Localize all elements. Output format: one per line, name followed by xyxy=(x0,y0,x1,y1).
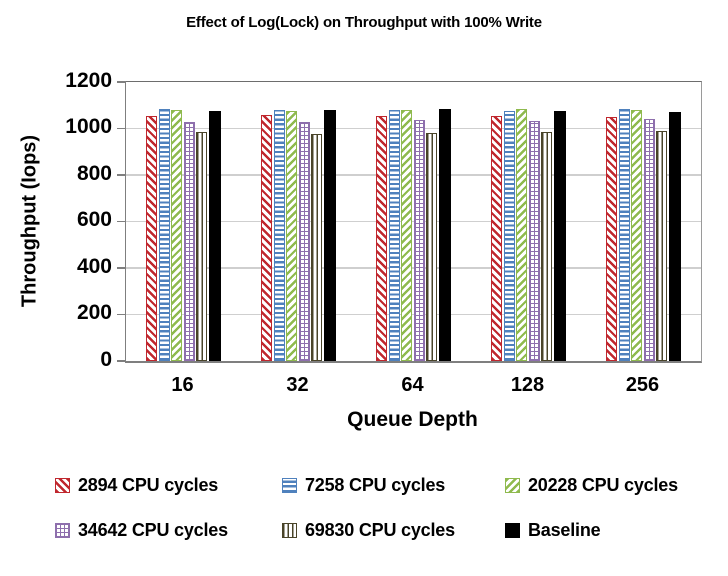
legend-item-7258: 7258 CPU cycles xyxy=(282,472,445,498)
bar-7258-cpu-cycles-qd32 xyxy=(273,110,285,361)
bar-2894-cpu-cycles-qd32 xyxy=(261,115,273,361)
chart-title: Effect of Log(Lock) on Throughput with 1… xyxy=(186,14,542,31)
bar-group-128 xyxy=(471,82,586,361)
bar-7258-cpu-cycles-qd16 xyxy=(158,108,170,361)
bar-baseline-qd64 xyxy=(438,109,451,361)
plot-area xyxy=(117,81,702,363)
bar-20228-cpu-cycles-qd128 xyxy=(516,108,528,361)
bar-20228-cpu-cycles-qd256 xyxy=(631,110,643,361)
bar-group-32 xyxy=(241,82,356,361)
legend-label: 7258 CPU cycles xyxy=(305,474,446,495)
x-tick-label: 16 xyxy=(171,374,194,396)
y-tick-label: 600 xyxy=(76,208,112,231)
legend-item-2894: 2894 CPU cycles xyxy=(55,472,218,498)
gridline-1000 xyxy=(126,127,701,130)
bar-baseline-qd32 xyxy=(323,110,336,361)
bar-group-256 xyxy=(586,82,701,361)
y-tick-label: 0 xyxy=(100,348,112,371)
legend-row-1: 2894 CPU cycles 7258 CPU cycles 20228 CP… xyxy=(0,472,728,498)
bar-2894-cpu-cycles-qd64 xyxy=(376,116,388,361)
y-tick-label: 1200 xyxy=(65,69,112,92)
bar-69830-cpu-cycles-qd32 xyxy=(311,133,323,361)
y-tick-label: 400 xyxy=(76,255,112,278)
legend-swatch-olive-vertical xyxy=(282,522,297,538)
bar-baseline-qd256 xyxy=(668,112,681,361)
bar-7258-cpu-cycles-qd256 xyxy=(618,109,630,361)
bar-69830-cpu-cycles-qd256 xyxy=(656,130,668,361)
legend-label: 20228 CPU cycles xyxy=(528,474,678,495)
y-axis-tick-mark xyxy=(117,81,126,83)
bar-2894-cpu-cycles-qd16 xyxy=(146,115,158,361)
bar-group-64 xyxy=(356,82,471,361)
legend-label: 2894 CPU cycles xyxy=(78,474,219,495)
y-axis-tick-mark xyxy=(117,127,126,130)
gridline-600 xyxy=(126,220,701,223)
y-tick-label: 200 xyxy=(76,301,112,324)
bar-20228-cpu-cycles-qd32 xyxy=(286,111,298,361)
legend-item-20228: 20228 CPU cycles xyxy=(505,472,678,498)
bar-baseline-qd16 xyxy=(208,111,221,361)
gridline-800 xyxy=(126,174,701,176)
bar-34642-cpu-cycles-qd128 xyxy=(528,120,540,361)
bar-34642-cpu-cycles-qd16 xyxy=(183,121,195,361)
legend-swatch-green-diagonal xyxy=(505,477,520,493)
bar-69830-cpu-cycles-qd64 xyxy=(426,132,438,361)
y-axis-tick-mark xyxy=(117,313,126,316)
bar-group-16 xyxy=(126,82,241,361)
legend-label: 69830 CPU cycles xyxy=(305,519,455,540)
gridline-200 xyxy=(126,313,701,316)
y-axis-tick-mark xyxy=(117,174,126,176)
y-axis-tick-labels: 1200 1000 800 600 400 200 0 xyxy=(0,0,112,576)
bar-7258-cpu-cycles-qd128 xyxy=(503,111,515,361)
bar-34642-cpu-cycles-qd64 xyxy=(413,120,425,361)
x-tick-label: 64 xyxy=(401,374,424,396)
bar-69830-cpu-cycles-qd16 xyxy=(196,132,208,361)
y-axis-tick-mark xyxy=(117,360,126,362)
bar-20228-cpu-cycles-qd64 xyxy=(401,109,413,361)
bar-34642-cpu-cycles-qd32 xyxy=(298,121,310,361)
x-tick-label: 128 xyxy=(510,374,545,396)
y-axis-tick-mark xyxy=(117,220,126,223)
legend-row-2: 34642 CPU cycles 69830 CPU cycles Baseli… xyxy=(0,517,728,543)
bar-69830-cpu-cycles-qd128 xyxy=(541,132,553,361)
gridline-400 xyxy=(126,267,701,269)
x-tick-label: 32 xyxy=(286,374,309,396)
bar-34642-cpu-cycles-qd256 xyxy=(643,119,655,361)
legend-item-69830: 69830 CPU cycles xyxy=(282,517,455,543)
y-axis-tick-mark xyxy=(117,267,126,269)
x-axis-tick-labels: 16 32 64 128 256 xyxy=(125,374,700,397)
legend-swatch-black-solid xyxy=(505,522,520,538)
x-axis-title: Queue Depth xyxy=(347,408,478,431)
bar-baseline-qd128 xyxy=(553,110,566,361)
bar-20228-cpu-cycles-qd16 xyxy=(171,110,183,361)
bar-2894-cpu-cycles-qd256 xyxy=(606,116,618,361)
bar-7258-cpu-cycles-qd64 xyxy=(388,109,400,361)
legend-item-34642: 34642 CPU cycles xyxy=(55,517,228,543)
legend-item-baseline: Baseline xyxy=(505,517,601,543)
legend-label: Baseline xyxy=(528,519,601,540)
legend-swatch-purple-grid xyxy=(55,522,70,538)
y-tick-label: 800 xyxy=(76,162,112,185)
y-tick-label: 1000 xyxy=(65,115,112,138)
legend-label: 34642 CPU cycles xyxy=(78,519,228,540)
bar-2894-cpu-cycles-qd128 xyxy=(491,116,503,361)
x-tick-label: 256 xyxy=(625,374,660,396)
legend-swatch-blue-horizontal xyxy=(282,477,297,493)
legend-swatch-red-diagonal xyxy=(55,477,70,493)
